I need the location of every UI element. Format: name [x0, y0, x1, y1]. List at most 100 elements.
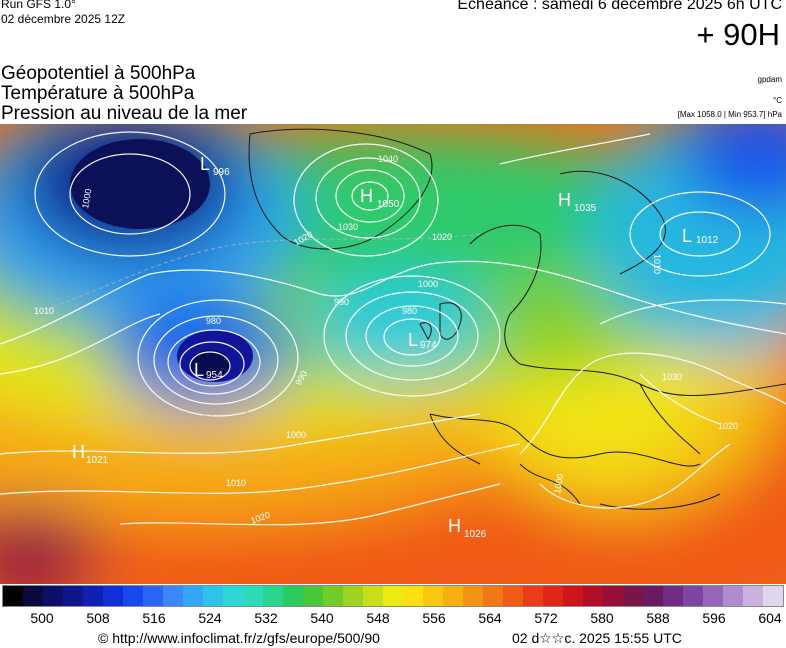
colorbar-label: 524: [198, 610, 222, 626]
colorbar-label: 548: [366, 610, 390, 626]
colorbar-label: 500: [30, 610, 54, 626]
colorbar-swatch: [163, 586, 183, 606]
colorbar-swatch: [43, 586, 63, 606]
low-center: L 974: [408, 330, 437, 351]
colorbar-swatch: [3, 586, 23, 606]
isobar-label: 1000: [286, 430, 306, 440]
isobar-label: 1040: [378, 154, 398, 164]
colorbar-label: 604: [758, 610, 782, 626]
colorbar-label: 532: [254, 610, 278, 626]
run-name: Run GFS 1.0°: [1, 0, 76, 11]
center-letter: H: [558, 190, 571, 210]
colorbar-swatch: [463, 586, 483, 606]
center-letter: H: [448, 516, 461, 536]
isobar-label: 1030: [662, 372, 682, 382]
colorbar-swatch: [623, 586, 643, 606]
colorbar-swatch: [443, 586, 463, 606]
center-value: 1012: [696, 235, 719, 246]
center-value: 954: [206, 370, 223, 381]
colorbar-swatch: [103, 586, 123, 606]
colorbar-swatch: [723, 586, 743, 606]
isobar-label: 1000: [552, 473, 565, 494]
colorbar-swatch: [243, 586, 263, 606]
colorbar-swatch: [423, 586, 443, 606]
colorbar-label: 580: [590, 610, 614, 626]
credit-link[interactable]: © http://www.infoclimat.fr/z/gfs/europe/…: [98, 630, 380, 646]
colorbar-label: 516: [142, 610, 166, 626]
colorbar-swatch: [23, 586, 43, 606]
colorbar-swatch: [643, 586, 663, 606]
colorbar-label: 572: [534, 610, 558, 626]
cold-core-lows: [70, 139, 253, 382]
center-letter: H: [360, 186, 373, 206]
colorbar-swatch: [303, 586, 323, 606]
title-temperature: Température à 500hPa: [1, 83, 195, 104]
colorbar-swatch: [743, 586, 763, 606]
colorbar-swatch: [543, 586, 563, 606]
colorbar-labels: 500 508 516 524 532 540 548 556 564 572 580 588 596 6…: [0, 610, 786, 628]
center-value: 1050: [377, 199, 400, 210]
colorbar-swatch: [343, 586, 363, 606]
isobar-label: 1010: [34, 306, 54, 316]
coastlines: [248, 128, 786, 510]
colorbar-swatch: [703, 586, 723, 606]
colorbar-swatch: [223, 586, 243, 606]
high-center: H 1050: [360, 186, 400, 210]
high-center: H 1026: [448, 516, 487, 540]
colorbar-label: 564: [478, 610, 502, 626]
title-geopotential: Géopotentiel à 500hPa: [1, 63, 196, 84]
isobar-label: 1010: [226, 478, 246, 488]
weather-map: 1000 1010 1040 1030 1020 1000 990 980 98…: [0, 124, 786, 584]
center-value: 1026: [464, 529, 487, 540]
isobar-label: 1010: [652, 254, 662, 274]
lead-time: + 90H: [696, 17, 780, 52]
isobar-label: 980: [206, 316, 221, 326]
center-letter: H: [72, 442, 85, 462]
isobar-label: 980: [402, 306, 417, 316]
run-date: 02 décembre 2025 12Z: [1, 12, 126, 26]
isobar-label: 1000: [418, 279, 438, 289]
center-value: 1021: [86, 455, 109, 466]
colorbar-label: 588: [646, 610, 670, 626]
geopotential-field: 1000 1010 1040 1030 1020 1000 990 980 98…: [0, 124, 786, 584]
pressure-centers: L 996 H 1050 H 1035 L 1012 L 974: [72, 154, 719, 540]
high-center: H 1035: [558, 190, 597, 214]
center-value: 1035: [574, 203, 597, 214]
colorbar-label: 596: [702, 610, 726, 626]
colorbar-swatch: [83, 586, 103, 606]
colorbar-swatch: [363, 586, 383, 606]
colorbar-label: 556: [422, 610, 446, 626]
center-letter: L: [408, 330, 418, 350]
colorbar-swatch: [503, 586, 523, 606]
colorbar-swatch: [663, 586, 683, 606]
colorbar: [2, 585, 784, 607]
isobar-label: 1020: [432, 232, 452, 242]
colorbar-swatch: [763, 586, 783, 606]
low-center: L 996: [200, 154, 230, 178]
title-pressure: Pression au niveau de la mer: [1, 103, 248, 124]
colorbar-swatch: [563, 586, 583, 606]
colorbar-swatch: [483, 586, 503, 606]
center-letter: L: [194, 360, 204, 380]
colorbar-label: 508: [86, 610, 110, 626]
colorbar-swatch: [583, 586, 603, 606]
unit-geopotential: gpdam: [757, 75, 782, 84]
unit-temperature: °C: [773, 96, 782, 105]
colorbar-swatch: [383, 586, 403, 606]
colorbar-swatch: [283, 586, 303, 606]
isobars: [0, 131, 786, 526]
colorbar-swatch: [403, 586, 423, 606]
colorbar-swatch: [323, 586, 343, 606]
colorbar-swatch: [523, 586, 543, 606]
low-center: L 954: [194, 360, 223, 381]
isobar-label: 1000: [80, 188, 93, 209]
pressure-extremes: [Max 1058.0 | Min 953.7] hPa: [677, 110, 782, 119]
isobar-label: 1030: [338, 222, 358, 232]
temperature-isotherms: [0, 233, 541, 425]
generation-date: 02 d☆☆c. 2025 15:55 UTC: [512, 630, 682, 646]
colorbar-swatch: [683, 586, 703, 606]
colorbar-swatch: [123, 586, 143, 606]
isobar-label: 1020: [718, 421, 738, 431]
center-value: 996: [213, 167, 230, 178]
colorbar-swatch: [143, 586, 163, 606]
